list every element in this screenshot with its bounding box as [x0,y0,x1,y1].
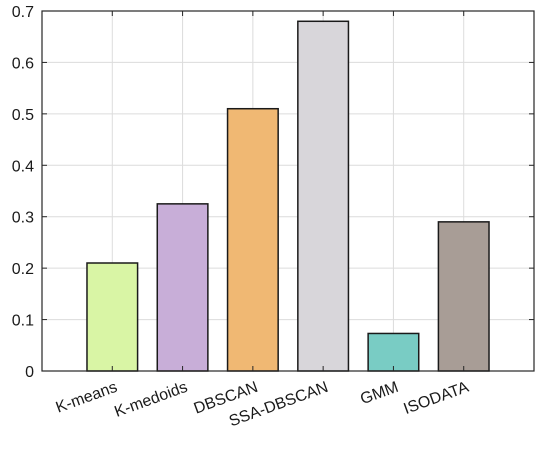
bar-k-means [86,262,139,372]
bars [86,20,490,372]
y-tick-label: 0.1 [12,313,34,330]
y-tick-label: 0.5 [12,107,34,124]
x-tick-label: K-means [54,379,120,417]
bar-ssa-dbscan [297,20,350,372]
y-tick-label: 0 [25,364,34,381]
x-tick-label: GMM [358,379,401,408]
bar-isodata [437,221,490,372]
bar-gmm [367,332,420,372]
y-tick-label: 0.6 [12,55,34,72]
y-tick-label: 0.4 [12,158,34,175]
bar-dbscan [226,107,279,372]
y-tick-label: 0.3 [12,210,34,227]
plot-frame [41,10,535,372]
x-tick-label: K-medoids [112,379,190,421]
bar-k-medoids [156,203,209,372]
y-tick-label: 0.2 [12,261,34,278]
y-axis-ticks: 0 0.1 0.2 0.3 0.4 0.5 0.6 0.7 [12,4,534,381]
y-tick-label: 0.7 [12,4,34,21]
x-tick-label: ISODATA [402,379,472,418]
